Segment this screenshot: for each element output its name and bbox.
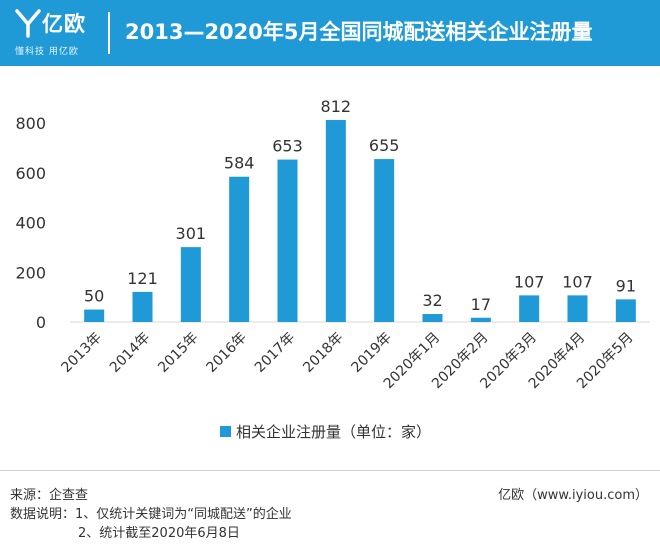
data-note-2: 2、统计截至2020年6月8日 xyxy=(78,526,240,541)
header-divider xyxy=(108,12,110,54)
bar xyxy=(615,299,636,322)
x-tick-label: 2016年 xyxy=(204,330,250,376)
logo-y-icon xyxy=(15,9,41,38)
bar xyxy=(325,120,346,322)
chart-title: 2013—2020年5月全国同城配送相关企业注册量 xyxy=(125,20,593,44)
x-tick-label: 2013年 xyxy=(59,330,105,376)
y-tick-label: 600 xyxy=(15,164,46,183)
bar xyxy=(567,295,588,322)
bar xyxy=(84,309,105,322)
data-label: 301 xyxy=(176,224,207,243)
bar xyxy=(132,291,153,322)
data-note-1: 数据说明：1、仅统计关键词为“同城配送”的企业 xyxy=(10,507,292,522)
bar xyxy=(180,247,201,322)
bar xyxy=(422,314,443,322)
x-tick-label: 2014年 xyxy=(107,330,153,376)
data-label: 91 xyxy=(616,276,636,295)
data-label: 812 xyxy=(321,97,352,116)
data-label: 653 xyxy=(272,137,303,156)
data-label: 32 xyxy=(422,291,442,310)
bar xyxy=(229,176,250,322)
logo-name: 亿欧 xyxy=(42,12,86,36)
legend-label: 相关企业注册量（单位：家） xyxy=(236,423,431,441)
footer-divider xyxy=(0,470,660,471)
bar xyxy=(470,317,491,322)
data-label: 17 xyxy=(471,295,491,314)
logo-slogan: 懂科技 用亿欧 xyxy=(15,47,79,57)
source-label: 来源：企查查 xyxy=(10,488,89,503)
y-tick-label: 800 xyxy=(15,114,46,133)
header-banner: 亿欧 懂科技 用亿欧 2013—2020年5月全国同城配送相关企业注册量 xyxy=(0,0,660,66)
y-tick-label: 0 xyxy=(36,313,46,332)
data-label: 121 xyxy=(127,269,158,288)
bar xyxy=(277,159,298,322)
bar xyxy=(374,159,395,322)
site-credit: 亿欧（www.iyiou.com） xyxy=(498,488,648,503)
data-label: 107 xyxy=(514,272,545,291)
y-tick-label: 400 xyxy=(15,214,46,233)
bar-chart: 0 200 400 600 800 50 2013年 121 2014年 301 2015年 584 2… xyxy=(15,97,650,441)
x-tick-label: 2017年 xyxy=(252,330,298,376)
y-tick-label: 200 xyxy=(15,263,46,282)
x-tick-label: 2018年 xyxy=(300,330,346,376)
data-label: 107 xyxy=(562,272,593,291)
x-tick-label: 2019年 xyxy=(349,330,395,376)
data-label: 655 xyxy=(369,136,400,155)
bar xyxy=(519,295,540,322)
data-label: 584 xyxy=(224,154,255,173)
legend-swatch xyxy=(220,426,231,437)
x-tick-label: 2015年 xyxy=(155,330,201,376)
data-label: 50 xyxy=(84,287,104,306)
